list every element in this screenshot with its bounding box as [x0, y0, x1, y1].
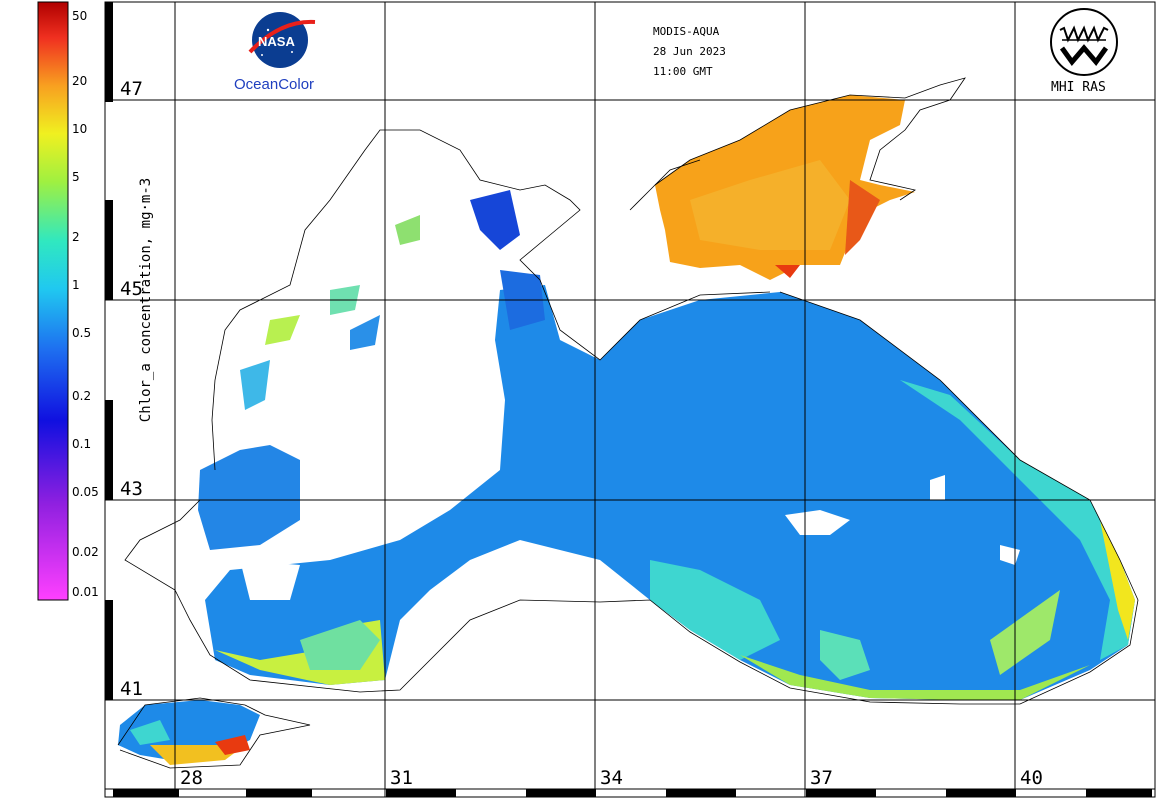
lon-label-40: 40	[1020, 767, 1043, 789]
coastline	[117, 77, 1139, 769]
colorbar-tick: 0.1	[72, 437, 92, 451]
colorbar-tick: 20	[72, 74, 88, 88]
map-frame	[104, 1, 1156, 798]
oceancolor-label: OceanColor	[234, 76, 315, 93]
mhi-ras-label: MHI RAS	[1051, 80, 1106, 95]
lat-label-47: 47	[120, 78, 143, 100]
colorbar-tick: 0.01	[72, 585, 99, 599]
colorbar-tick: 0.5	[72, 326, 92, 340]
lat-label-41: 41	[120, 678, 143, 700]
lon-label-28: 28	[180, 767, 203, 789]
date-label: 28 Jun 2023	[653, 45, 726, 58]
colorbar-tick: 5	[72, 170, 80, 184]
lon-label-31: 31	[390, 767, 413, 789]
time-label: 11:00 GMT	[653, 65, 713, 78]
cloud-gaps	[240, 475, 1020, 600]
sensor-label: MODIS-AQUA	[653, 25, 720, 38]
colorbar-tick: 0.05	[72, 485, 99, 499]
nasa-logo	[248, 12, 316, 68]
colorbar-title: Chlor_a concentration, mg·m-3	[138, 177, 154, 423]
lon-label-37: 37	[810, 767, 833, 789]
graticule	[105, 2, 1155, 797]
colorbar-tick: 1	[72, 278, 80, 292]
nasa-logo-text: NASA	[258, 34, 295, 49]
lat-label-45: 45	[120, 278, 143, 300]
lat-label-43: 43	[120, 478, 143, 500]
colorbar	[37, 1, 69, 601]
colorbar-tick: 0.2	[72, 389, 92, 403]
colorbar-tick: 0.02	[72, 545, 99, 559]
sea-surface	[198, 190, 1135, 700]
lon-label-34: 34	[600, 767, 623, 789]
colorbar-tick: 50	[72, 9, 88, 23]
mhi-ras-logo	[1050, 8, 1118, 76]
colorbar-tick: 10	[72, 122, 88, 136]
colorbar-tick: 2	[72, 230, 80, 244]
